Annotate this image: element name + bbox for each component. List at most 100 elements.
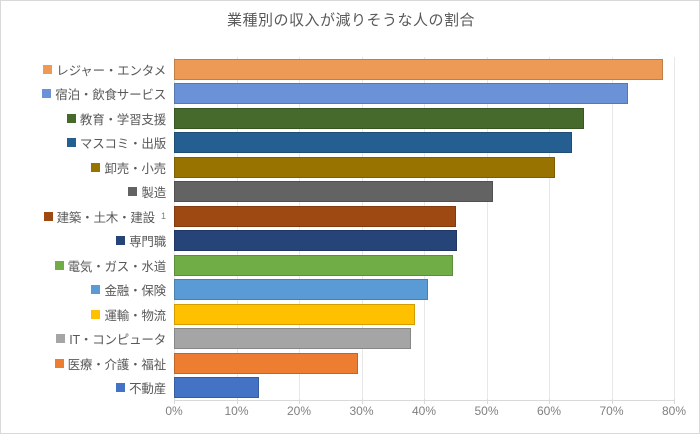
bar-13[interactable] — [174, 352, 358, 374]
legend-swatch-icon — [54, 260, 64, 270]
bar-row — [174, 253, 674, 278]
category-label-row[interactable]: 医療・介護・福祉 — [1, 351, 174, 376]
category-label-text: 教育・学習支援 — [79, 112, 166, 127]
legend-swatch-icon — [43, 64, 53, 74]
category-label-row[interactable]: 製造 — [1, 180, 174, 205]
category-label-text: 専門職 — [129, 235, 166, 250]
category-label-text: 運輸・物流 — [104, 308, 166, 323]
category-annotation: 1 — [160, 211, 166, 222]
x-tick-mark — [236, 399, 238, 404]
bar-11[interactable] — [174, 303, 416, 325]
category-label-text: 医療・介護・福祉 — [67, 357, 167, 372]
category-label-row[interactable]: IT・コンピュータ — [1, 327, 174, 352]
x-axis-label-60%: 60% — [536, 404, 562, 418]
legend-swatch-icon — [116, 383, 126, 393]
legend-swatch-icon — [91, 285, 101, 295]
bar-7[interactable] — [174, 205, 456, 227]
bar-14[interactable] — [174, 377, 259, 399]
x-axis-label-10%: 10% — [224, 404, 249, 418]
x-axis-label-70%: 70% — [599, 404, 624, 418]
bar-row — [174, 106, 674, 131]
category-label-row[interactable]: 卸売・小売 — [1, 155, 174, 180]
bar-row — [174, 327, 674, 352]
bar-row — [174, 131, 674, 156]
x-axis-label-40%: 40% — [411, 404, 437, 418]
category-label-text: 製造 — [141, 186, 166, 201]
x-tick-mark — [674, 399, 675, 404]
category-label-row[interactable]: 宿泊・飲食サービス — [1, 82, 174, 107]
category-label-text: IT・コンピュータ — [69, 333, 166, 348]
category-label-row[interactable]: 金融・保険 — [1, 278, 174, 303]
x-tick-mark — [424, 399, 425, 404]
gridline-80% — [674, 57, 675, 400]
legend-swatch-icon — [54, 358, 64, 368]
category-label-row[interactable]: レジャー・エンタメ — [1, 57, 174, 82]
x-tick-mark — [549, 399, 550, 404]
bar-row — [174, 82, 674, 107]
category-label-text: マスコミ・出版 — [79, 137, 166, 152]
category-axis-labels: レジャー・エンタメ 宿泊・飲食サービス教育・学習支援 マスコミ・出版卸売・小売製造建… — [1, 57, 174, 400]
category-label-row[interactable]: 電気・ガス・水道 — [1, 253, 174, 278]
category-label-text: 建築・土木・建設 — [56, 210, 156, 225]
legend-swatch-icon — [42, 89, 52, 99]
legend-swatch-icon — [56, 334, 66, 344]
bar-8[interactable] — [174, 230, 458, 252]
bar-row — [174, 229, 674, 254]
x-axis-label-20%: 20% — [286, 404, 312, 418]
legend-swatch-icon — [66, 138, 76, 148]
x-tick-mark — [611, 399, 613, 404]
legend-swatch-icon — [128, 187, 138, 197]
bar-4[interactable] — [174, 132, 573, 154]
category-label-row[interactable]: マスコミ・出版 — [1, 131, 174, 156]
gridline-20% — [299, 57, 300, 400]
category-label-row[interactable]: 不動産 — [1, 376, 174, 401]
bar-10[interactable] — [174, 279, 428, 301]
category-label-row[interactable]: 建築・土木・建設 1 — [1, 204, 174, 229]
bar-row — [174, 155, 674, 180]
category-label-text: 宿泊・飲食サービス — [55, 88, 166, 103]
gridline-40% — [424, 57, 425, 400]
bar-row — [174, 180, 674, 205]
gridline-10% — [236, 57, 238, 400]
bar-6[interactable] — [174, 181, 493, 203]
bar-row — [174, 278, 674, 303]
category-label-row[interactable]: 運輸・物流 — [1, 302, 174, 327]
bar-row — [174, 376, 674, 401]
legend-swatch-icon — [43, 211, 53, 221]
x-axis-label-50%: 50% — [474, 404, 499, 418]
legend-swatch-icon — [91, 309, 101, 319]
x-tick-mark — [174, 399, 175, 404]
bar-5[interactable] — [174, 156, 556, 178]
bar-2[interactable] — [174, 83, 628, 105]
bar-9[interactable] — [174, 254, 453, 276]
legend-swatch-icon — [91, 162, 101, 172]
category-label-text: レジャー・エンタメ — [56, 63, 166, 78]
x-axis-label-30%: 30% — [349, 404, 374, 418]
x-axis-label-0%: 0% — [165, 404, 183, 418]
bars-layer — [174, 57, 674, 400]
bar-3[interactable] — [174, 107, 584, 129]
gridline-60% — [549, 57, 550, 400]
bar-row — [174, 351, 674, 376]
gridline-70% — [611, 57, 613, 400]
gridline-0% — [174, 57, 175, 400]
chart-title: 業種別の収入が減りそうな人の割合 — [226, 12, 475, 29]
bar-row — [174, 302, 674, 327]
category-label-text: 卸売・小売 — [104, 161, 166, 176]
category-label-row[interactable]: 専門職 — [1, 229, 174, 254]
bar-1[interactable] — [174, 58, 663, 80]
gridline-30% — [361, 57, 363, 400]
category-label-row[interactable]: 教育・学習支援 — [1, 106, 174, 131]
legend-swatch-icon — [116, 236, 126, 246]
plot-area — [174, 57, 675, 400]
x-tick-mark — [486, 399, 488, 404]
legend-swatch-icon — [66, 113, 76, 123]
x-tick-mark — [299, 399, 300, 404]
category-label-text: 不動産 — [129, 382, 166, 397]
bar-12[interactable] — [174, 328, 411, 350]
category-label-text: 電気・ガス・水道 — [67, 259, 167, 274]
x-axis-label-80%: 80% — [661, 404, 687, 418]
x-tick-mark — [361, 399, 363, 404]
category-label-text: 金融・保険 — [104, 284, 166, 299]
